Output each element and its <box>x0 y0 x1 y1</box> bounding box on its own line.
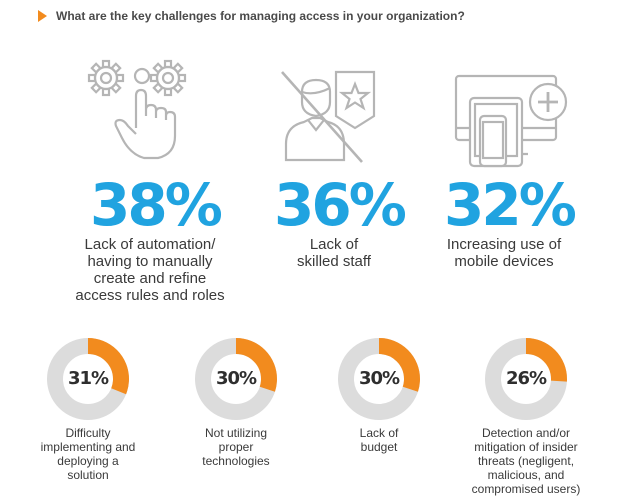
question-title: What are the key challenges for managing… <box>56 9 465 23</box>
donut-3-percent: 30% <box>358 368 400 389</box>
play-arrow-icon <box>38 10 47 22</box>
donut-2-percent: 30% <box>215 368 257 389</box>
stat-3-percent: 32% <box>444 171 577 239</box>
donut-4 <box>485 338 567 420</box>
donut-3 <box>338 338 420 420</box>
donut-2-label: Not utilizing proper technologies <box>202 426 270 468</box>
donut-1 <box>47 338 129 420</box>
donut-2 <box>195 338 277 420</box>
stat-2-label: Lack of skilled staff <box>297 236 371 270</box>
stat-3-label: Increasing use of mobile devices <box>446 236 562 270</box>
stat-2-percent: 36% <box>274 171 407 239</box>
gears-hand-icon <box>87 59 187 160</box>
donut-3-label: Lack of budget <box>359 426 399 454</box>
person-badge-crossed-icon <box>281 70 376 163</box>
donut-2-arc <box>195 338 277 420</box>
stat-1-percent: 38% <box>90 171 223 239</box>
donut-1-label: Difficulty implementing and deploying a … <box>40 426 136 482</box>
donut-1-percent: 31% <box>67 368 109 389</box>
donut-4-arc <box>485 338 567 420</box>
donut-1-arc <box>47 338 129 420</box>
donut-3-arc <box>338 338 420 420</box>
donut-4-percent: 26% <box>505 368 547 389</box>
devices-plus-icon <box>454 74 568 168</box>
stat-1-label: Lack of automation/ having to manually c… <box>75 236 225 304</box>
donut-4-label: Detection and/or mitigation of insider t… <box>471 426 581 496</box>
question-header: What are the key challenges for managing… <box>38 9 465 23</box>
